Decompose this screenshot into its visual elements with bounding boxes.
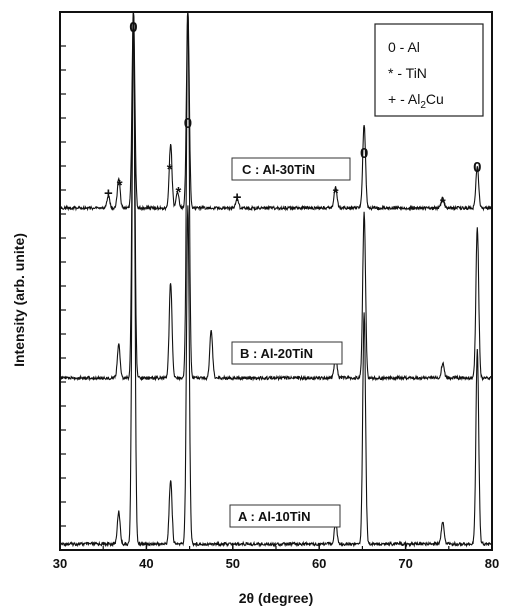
peak-annotation: + [104,185,113,202]
series-label-c-text: C : Al-30TiN [242,162,315,177]
legend-label-al2cu-tail: Cu [426,91,444,107]
legend-symbol-tin: * [388,65,394,81]
x-tick-label: 30 [53,556,67,571]
x-tick-label: 70 [398,556,412,571]
peak-annotation: 0 [184,115,192,132]
peak-annotation: * [440,195,446,212]
peak-annotation: * [117,177,123,194]
x-tick-label: 60 [312,556,326,571]
peak-annotation: + [233,189,242,206]
legend: 0 - Al * - TiN + - Al2Cu [374,23,484,117]
legend-label-al2cu-sub: 2 [420,100,426,111]
x-axis-title: 2θ (degree) [239,590,313,606]
legend-symbol-al: 0 [388,39,396,55]
legend-label-al: Al [407,39,419,55]
legend-row-al2cu: + - Al2Cu [388,91,444,111]
peak-annotation: 0 [129,19,137,36]
x-tick-label: 80 [485,556,499,571]
series-line-b [59,11,493,382]
legend-box [374,23,484,117]
series-line-c [60,11,493,212]
series-label-a: A : Al-10TiN [229,504,341,528]
x-tick-label: 50 [226,556,240,571]
peak-annotation: 0 [360,145,368,162]
peak-annotation: * [333,185,339,202]
peak-annotation: * [175,184,181,201]
legend-label-al2cu: Al [408,91,420,107]
x-tick-label: 40 [139,556,153,571]
series-label-a-text: A : Al-10TiN [238,509,310,524]
legend-row-tin: * - TiN [388,65,427,81]
legend-label-tin: TiN [406,65,427,81]
legend-row-al: 0 - Al [388,39,420,55]
peak-annotation: * [167,161,173,178]
series-layer [59,11,493,548]
y-axis-title: Intensity (arb. unite) [11,233,27,367]
peak-annotation: 0 [473,159,481,176]
legend-symbol-al2cu: + [388,91,396,107]
series-label-b-text: B : Al-20TiN [240,346,313,361]
series-label-b: B : Al-20TiN [231,341,343,365]
ticks-layer: 30 40 50 60 70 80 [53,45,499,571]
series-label-c: C : Al-30TiN [231,157,351,181]
